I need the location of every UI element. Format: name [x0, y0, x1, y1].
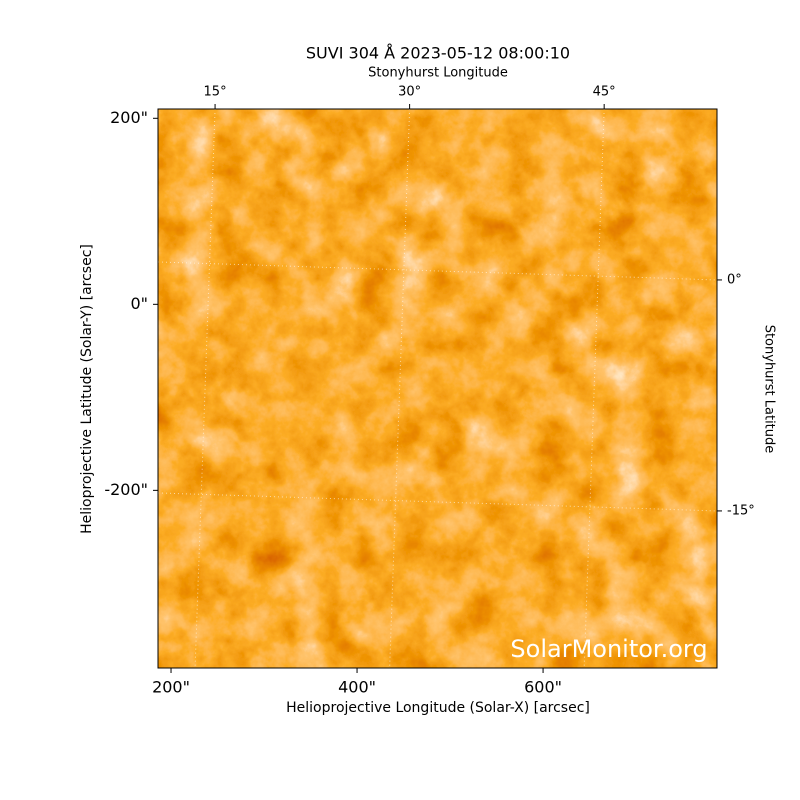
plot-frame	[157, 108, 718, 669]
right-axis-label: Stonyhurst Latitude	[762, 325, 777, 454]
right-tick-label: 0°	[727, 272, 742, 287]
solar-image	[158, 109, 717, 668]
right-tick-label: -15°	[727, 503, 755, 518]
x-tick-label: 400"	[338, 678, 376, 697]
y-tick-label: -200"	[104, 480, 148, 499]
x-axis-label: Helioprojective Longitude (Solar-X) [arc…	[286, 700, 590, 716]
top-tick-label: 30°	[398, 85, 421, 100]
x-tick-label: 200"	[152, 678, 190, 697]
top-tick-label: 45°	[593, 85, 616, 100]
top-tick-label: 15°	[204, 85, 227, 100]
watermark: SolarMonitor.org	[510, 635, 707, 663]
chart-title: SUVI 304 Å 2023-05-12 08:00:10	[306, 44, 570, 63]
x-tick-label: 600"	[524, 678, 562, 697]
y-axis-label: Helioprojective Latitude (Solar-Y) [arcs…	[79, 244, 95, 534]
y-tick-label: 0"	[130, 294, 148, 313]
y-tick-label: 200"	[110, 108, 148, 127]
top-axis-label: Stonyhurst Longitude	[368, 66, 508, 81]
